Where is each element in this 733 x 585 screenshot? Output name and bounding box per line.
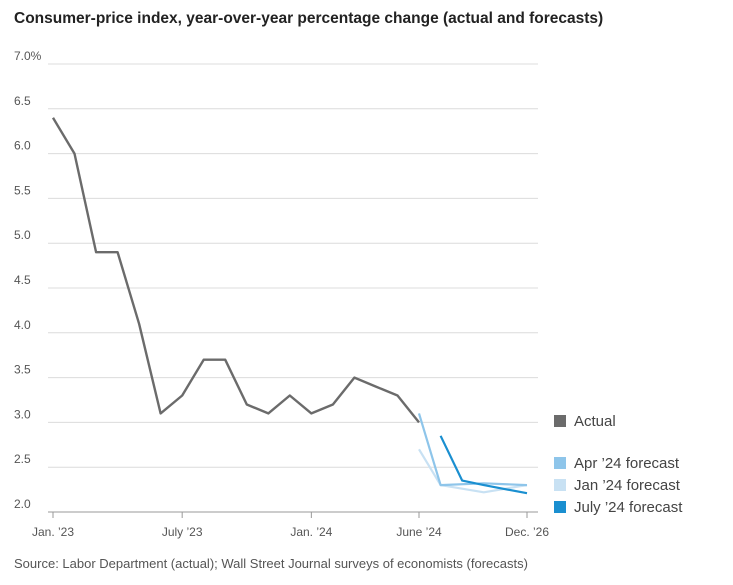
legend: Actual Apr ’24 forecast Jan ’24 forecast Ju… bbox=[554, 413, 683, 516]
y-tick-label: 2.0 bbox=[14, 497, 31, 511]
y-tick-label: 6.5 bbox=[14, 94, 31, 108]
series-line-1 bbox=[417, 413, 528, 487]
x-axis-ticks: Jan. ’23 July ’23 Jan. ’24 June ’24 Dec. ’26 bbox=[32, 512, 549, 539]
y-tick-label: 3.0 bbox=[14, 407, 31, 421]
gridlines bbox=[48, 63, 538, 513]
chart-title: Consumer-price index, year-over-year per… bbox=[14, 10, 604, 27]
x-tick-label: July ’23 bbox=[162, 525, 203, 539]
series-line-0 bbox=[51, 117, 420, 424]
legend-label: Jan ’24 forecast bbox=[574, 477, 681, 494]
x-tick-label: June ’24 bbox=[396, 525, 442, 539]
series-lines bbox=[51, 117, 528, 495]
legend-label: July ’24 forecast bbox=[574, 499, 683, 516]
y-axis-ticks: 7.0% 6.5 6.0 5.5 5.0 4.5 4.0 3.5 3.0 2.5 2.0 bbox=[14, 49, 42, 511]
y-tick-label: 5.5 bbox=[14, 183, 31, 197]
legend-label: Actual bbox=[574, 413, 616, 430]
legend-swatch bbox=[554, 415, 566, 427]
legend-swatch bbox=[554, 457, 566, 469]
x-tick-label: Dec. ’26 bbox=[505, 525, 549, 539]
y-tick-label: 7.0% bbox=[14, 49, 42, 63]
series-line-3 bbox=[439, 435, 528, 495]
legend-swatch bbox=[554, 479, 566, 491]
y-tick-label: 3.5 bbox=[14, 363, 31, 377]
x-tick-label: Jan. ’24 bbox=[290, 525, 332, 539]
y-tick-label: 6.0 bbox=[14, 139, 31, 153]
y-tick-label: 4.0 bbox=[14, 318, 31, 332]
legend-label: Apr ’24 forecast bbox=[574, 455, 680, 472]
y-tick-label: 4.5 bbox=[14, 273, 31, 287]
x-tick-label: Jan. ’23 bbox=[32, 525, 74, 539]
source-note: Source: Labor Department (actual); Wall … bbox=[14, 556, 528, 571]
y-tick-label: 5.0 bbox=[14, 228, 31, 242]
legend-swatch bbox=[554, 501, 566, 513]
y-tick-label: 2.5 bbox=[14, 452, 31, 466]
